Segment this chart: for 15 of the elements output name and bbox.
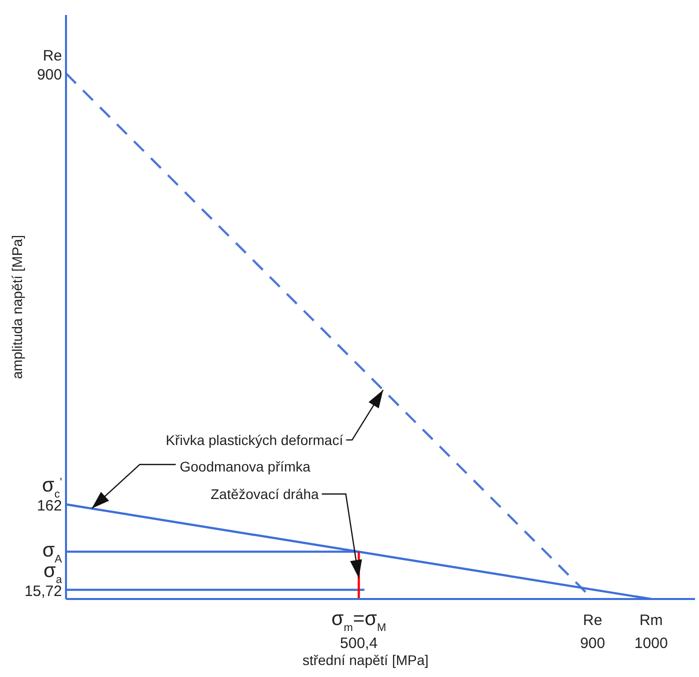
x-tick-label: 900 (580, 635, 606, 652)
y-tick-label: 15,72 (24, 582, 62, 600)
annotation: Zatěžovací dráha (210, 486, 320, 502)
annotation: Rm (639, 612, 663, 629)
y-axis-title: amplituda napětí [MPa] (9, 235, 25, 379)
y-tick-label: 162 (36, 497, 62, 514)
annotation: Goodmanova přímka (180, 458, 311, 474)
y-tick-label: 900 (36, 66, 62, 84)
annotation: Re (583, 612, 602, 629)
annotation: Re (42, 47, 62, 64)
annotation: σ$_{m}$=σ$_{M}$ (331, 608, 386, 634)
annotation: Křivka plastických deformací (166, 432, 344, 448)
x-axis-title: střední napětí [MPa] (302, 652, 429, 668)
x-tick-label: 1000 (634, 635, 668, 652)
x-tick-label: 500,4 (340, 635, 378, 652)
